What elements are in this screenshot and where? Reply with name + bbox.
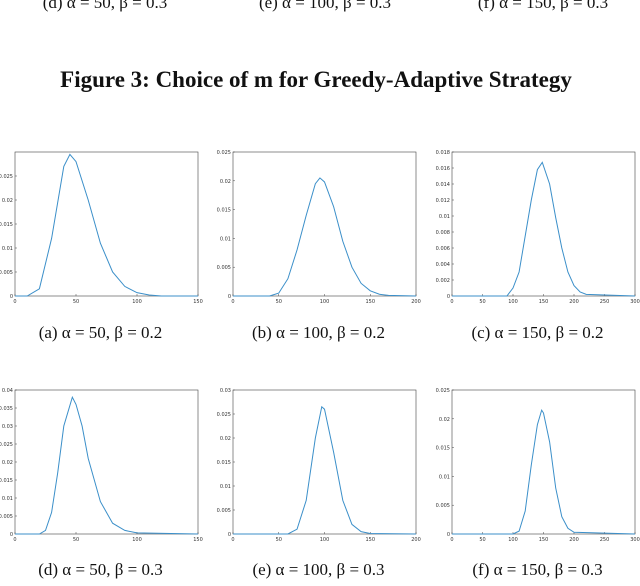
x-tick-label: 0 (13, 537, 16, 543)
x-tick-label: 150 (539, 537, 549, 543)
x-tick-label: 250 (600, 299, 610, 305)
y-tick-label: 0.035 (0, 406, 13, 412)
x-tick-label: 50 (276, 299, 282, 305)
line (15, 153, 198, 297)
plot-frame (232, 151, 417, 297)
x-tick-label: 0 (450, 299, 453, 305)
y-tick-label: 0.005 (436, 503, 450, 509)
x-tick-label: 0 (13, 299, 16, 305)
y-tick-label: 0.02 (2, 460, 13, 466)
line (233, 177, 417, 297)
caption: (f) α = 150, β = 0.3 (472, 560, 602, 579)
y-tick-label: 0.025 (217, 412, 231, 418)
x-tick-label: 100 (132, 299, 142, 305)
x-tick-label: 250 (600, 537, 610, 543)
y-tick-label: 0.012 (436, 198, 450, 204)
y-tick-label: 0.008 (436, 230, 450, 236)
x-tick-label: 150 (365, 299, 375, 305)
y-tick-label: 0.03 (2, 424, 13, 430)
x-tick-label: 50 (73, 299, 79, 305)
y-tick-label: 0.025 (0, 442, 13, 448)
y-tick-label: 0.004 (436, 262, 450, 268)
y-tick-label: 0.015 (0, 222, 13, 228)
y-tick-label: 0.02 (220, 179, 231, 185)
y-tick-label: 0.005 (217, 508, 231, 514)
y-tick-label: 0.04 (2, 388, 13, 394)
caption: (c) α = 150, β = 0.2 (471, 323, 603, 342)
plot-frame (451, 389, 636, 535)
x-tick-label: 100 (320, 537, 330, 543)
caption: (e) α = 100, β = 0.3 (252, 560, 384, 579)
y-tick-label: 0.02 (2, 198, 13, 204)
y-tick-label: 0.005 (0, 514, 13, 520)
y-tick-label: 0 (10, 294, 13, 300)
x-tick-label: 100 (320, 299, 330, 305)
x-tick-label: 200 (569, 537, 579, 543)
caption: (d) α = 50, β = 0.3 (43, 0, 168, 12)
x-tick-label: 50 (479, 299, 485, 305)
y-tick-label: 0.025 (436, 388, 450, 394)
line (452, 161, 636, 297)
y-tick-label: 0.025 (0, 174, 13, 180)
plot-frame (451, 151, 636, 297)
line (452, 408, 636, 535)
x-tick-label: 150 (365, 537, 375, 543)
y-tick-label: 0.015 (217, 208, 231, 214)
y-tick-label: 0.03 (220, 388, 231, 394)
caption: (d) α = 50, β = 0.3 (38, 560, 163, 579)
y-tick-label: 0.01 (2, 246, 13, 252)
y-tick-label: 0.02 (439, 417, 450, 423)
y-tick-label: 0 (447, 532, 450, 538)
y-tick-label: 0.02 (220, 436, 231, 442)
y-tick-label: 0 (228, 532, 231, 538)
caption: (f) α = 150, β = 0.3 (478, 0, 608, 12)
y-tick-label: 0.01 (2, 496, 13, 502)
line (15, 395, 199, 535)
x-tick-label: 300 (630, 299, 640, 305)
x-tick-label: 50 (276, 537, 282, 543)
y-tick-label: 0.006 (436, 246, 450, 252)
y-tick-label: 0.015 (0, 478, 13, 484)
x-tick-label: 100 (132, 537, 142, 543)
x-tick-label: 0 (231, 537, 234, 543)
y-tick-label: 0.014 (436, 182, 450, 188)
y-tick-label: 0.01 (220, 484, 231, 490)
caption: (b) α = 100, β = 0.2 (252, 323, 385, 342)
y-tick-label: 0.002 (436, 278, 450, 284)
x-tick-label: 150 (193, 299, 203, 305)
y-tick-label: 0.015 (436, 446, 450, 452)
y-tick-label: 0.025 (217, 150, 231, 156)
y-tick-label: 0.015 (217, 460, 231, 466)
y-tick-label: 0.01 (439, 214, 450, 220)
x-tick-label: 300 (630, 537, 640, 543)
y-tick-label: 0 (10, 532, 13, 538)
x-tick-label: 0 (231, 299, 234, 305)
x-tick-label: 50 (479, 537, 485, 543)
x-tick-label: 200 (569, 299, 579, 305)
x-tick-label: 150 (193, 537, 203, 543)
x-tick-label: 150 (539, 299, 549, 305)
y-tick-label: 0.01 (439, 474, 450, 480)
caption: (e) α = 100, β = 0.3 (259, 0, 391, 12)
figure-title: Figure 3: Choice of m for Greedy-Adaptiv… (60, 67, 572, 92)
y-tick-label: 0.005 (217, 265, 231, 271)
y-tick-label: 0 (447, 294, 450, 300)
x-tick-label: 100 (508, 537, 518, 543)
y-tick-label: 0.01 (220, 236, 231, 242)
y-tick-label: 0 (228, 294, 231, 300)
caption: (a) α = 50, β = 0.2 (39, 323, 163, 342)
x-tick-label: 200 (411, 537, 421, 543)
x-tick-label: 0 (450, 537, 453, 543)
x-tick-label: 50 (73, 537, 79, 543)
x-tick-label: 200 (411, 299, 421, 305)
y-tick-label: 0.016 (436, 166, 450, 172)
x-tick-label: 100 (508, 299, 518, 305)
line (233, 405, 417, 535)
y-tick-label: 0.018 (436, 150, 450, 156)
y-tick-label: 0.005 (0, 270, 13, 276)
